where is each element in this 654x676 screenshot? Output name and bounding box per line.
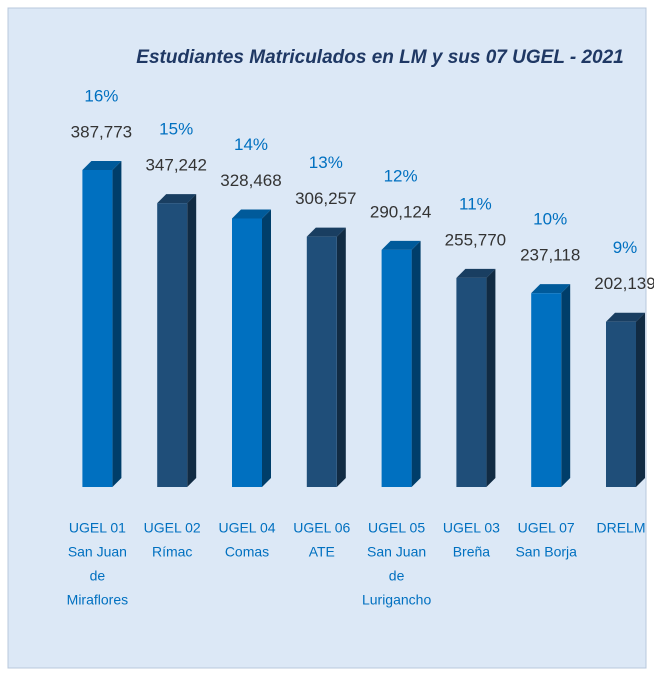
bar (157, 203, 188, 487)
share-label: 16% (84, 86, 118, 105)
bar-top (232, 209, 271, 219)
x-tick-label: Breña (453, 544, 491, 560)
data-label: 347,242 (145, 156, 206, 175)
bar (531, 293, 562, 487)
data-label: 290,124 (370, 202, 431, 221)
bar-side (561, 284, 571, 487)
bar (456, 277, 487, 487)
x-tick-label: San Juan (367, 544, 426, 560)
share-label: 13% (309, 153, 343, 172)
bar-top (306, 227, 346, 237)
bar-side (636, 312, 645, 487)
data-label: 255,770 (445, 230, 506, 249)
share-label: 15% (159, 120, 193, 139)
x-tick-label: de (90, 568, 106, 584)
data-label: 202,139 (594, 274, 654, 293)
x-tick-label: UGEL 01 (69, 520, 126, 536)
bar (82, 170, 113, 487)
x-tick-label: Lurigancho (362, 592, 431, 608)
x-tick-label: DRELM (596, 520, 645, 536)
share-label: 10% (533, 210, 567, 229)
x-tick-label: ATE (309, 544, 335, 560)
share-label: 11% (459, 194, 492, 213)
x-tick-label: San Borja (515, 544, 577, 560)
bar-top (531, 284, 571, 294)
share-label: 12% (384, 166, 418, 185)
x-tick-label: de (389, 568, 405, 584)
bar (306, 236, 337, 487)
x-tick-label: UGEL 04 (218, 520, 275, 536)
bar-top (157, 194, 197, 204)
bar-side (411, 240, 421, 487)
x-tick-label: San Juan (68, 544, 127, 560)
bar (606, 321, 636, 487)
bar-top (606, 312, 645, 322)
chart-title: Estudiantes Matriculados en LM y sus 07 … (136, 47, 623, 68)
share-label: 14% (234, 135, 268, 154)
x-tick-label: UGEL 06 (293, 520, 350, 536)
data-label: 306,257 (295, 189, 356, 208)
bar-top (456, 268, 496, 278)
bar-top (82, 161, 122, 170)
data-label: 328,468 (220, 171, 281, 190)
bar-top (381, 240, 421, 250)
x-tick-label: Rímac (152, 544, 192, 560)
data-label: 237,118 (520, 246, 580, 265)
x-tick-label: UGEL 07 (518, 520, 575, 536)
bar-side (112, 161, 122, 487)
bar-side (187, 194, 197, 487)
data-label: 387,773 (71, 122, 132, 141)
bar-side (262, 209, 271, 488)
x-tick-label: UGEL 05 (368, 520, 425, 536)
bar-side (336, 227, 346, 487)
bar-side (486, 268, 496, 487)
x-tick-label: UGEL 03 (443, 520, 500, 536)
x-tick-label: UGEL 02 (144, 520, 201, 536)
x-tick-label: Comas (225, 544, 269, 560)
bar (232, 218, 262, 488)
x-tick-label: Miraflores (67, 592, 128, 608)
bar (381, 249, 412, 487)
share-label: 9% (613, 238, 638, 257)
